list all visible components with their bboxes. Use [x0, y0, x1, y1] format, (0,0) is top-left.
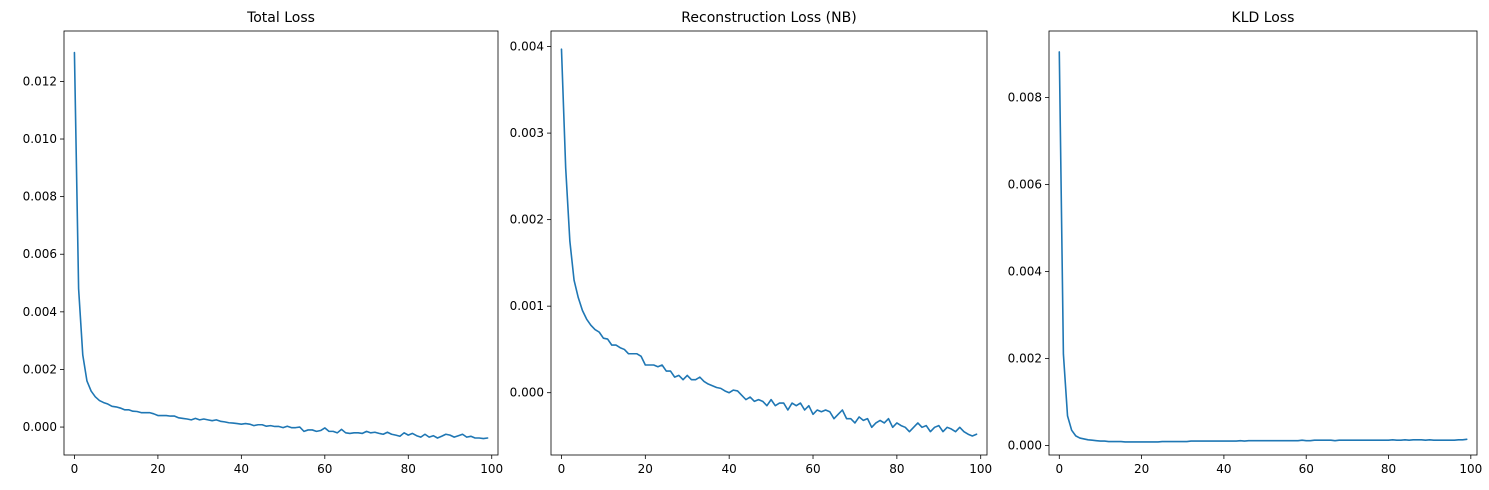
y-tick-label: 0.006: [23, 247, 57, 261]
x-tick-label: 80: [401, 462, 416, 476]
panel-reconstruction-loss: Reconstruction Loss (NB) 0 20 40 60 80 100 0.0…: [510, 10, 993, 476]
x-tick-label: 60: [317, 462, 332, 476]
series-line-total-loss: [73, 51, 489, 440]
panel-total-loss: Total Loss 0 20 40 60 80 100 0.000 0.002 0.004 0.…: [23, 10, 504, 476]
x-tick-label: 60: [805, 462, 820, 476]
y-tick-label: 0.000: [1008, 438, 1042, 452]
x-tick-label: 20: [150, 462, 165, 476]
y-tick-label: 0.008: [1008, 91, 1042, 105]
y-tick-label: 0.012: [23, 74, 57, 88]
series-line-reconstruction-loss: [560, 48, 978, 437]
x-tick-label: 60: [1299, 462, 1314, 476]
y-tick-label: 0.004: [23, 305, 57, 319]
x-tick-label: 100: [480, 462, 503, 476]
axes-frame-kld-loss: [1048, 30, 1478, 456]
x-tick-label: 40: [1216, 462, 1231, 476]
chart-title-reconstruction-loss: Reconstruction Loss (NB): [681, 10, 856, 26]
axes-frame-total-loss: [63, 30, 499, 456]
y-tick-label: 0.004: [510, 40, 544, 54]
y-tick-label: 0.000: [23, 420, 57, 434]
y-tick-label: 0.002: [1008, 351, 1042, 365]
chart-title-total-loss: Total Loss: [246, 10, 315, 26]
axes-frame-reconstruction-loss: [550, 30, 988, 456]
y-tick-label: 0.000: [510, 386, 544, 400]
x-tick-label: 20: [1134, 462, 1149, 476]
y-tick-label: 0.002: [23, 362, 57, 376]
y-tick-label: 0.003: [510, 126, 544, 140]
y-tick-label: 0.001: [510, 299, 544, 313]
x-tick-label: 80: [889, 462, 904, 476]
y-tick-label: 0.010: [23, 132, 57, 146]
x-tick-label: 0: [558, 462, 566, 476]
y-tick-label: 0.006: [1008, 178, 1042, 192]
x-tick-label: 0: [1055, 462, 1063, 476]
x-tick-label: 40: [722, 462, 737, 476]
panel-kld-loss: KLD Loss 0 20 40 60 80 100 0.000 0.002 0.004 0.00…: [1008, 10, 1483, 476]
x-tick-label: 40: [234, 462, 249, 476]
x-tick-label: 100: [969, 462, 992, 476]
x-tick-label: 100: [1459, 462, 1482, 476]
chart-title-kld-loss: KLD Loss: [1232, 10, 1295, 26]
y-tick-label: 0.002: [510, 213, 544, 227]
x-tick-label: 80: [1381, 462, 1396, 476]
y-tick-label: 0.008: [23, 190, 57, 204]
x-tick-label: 0: [71, 462, 79, 476]
x-tick-label: 20: [638, 462, 653, 476]
series-line-kld-loss: [1058, 51, 1468, 443]
y-tick-label: 0.004: [1008, 264, 1042, 278]
